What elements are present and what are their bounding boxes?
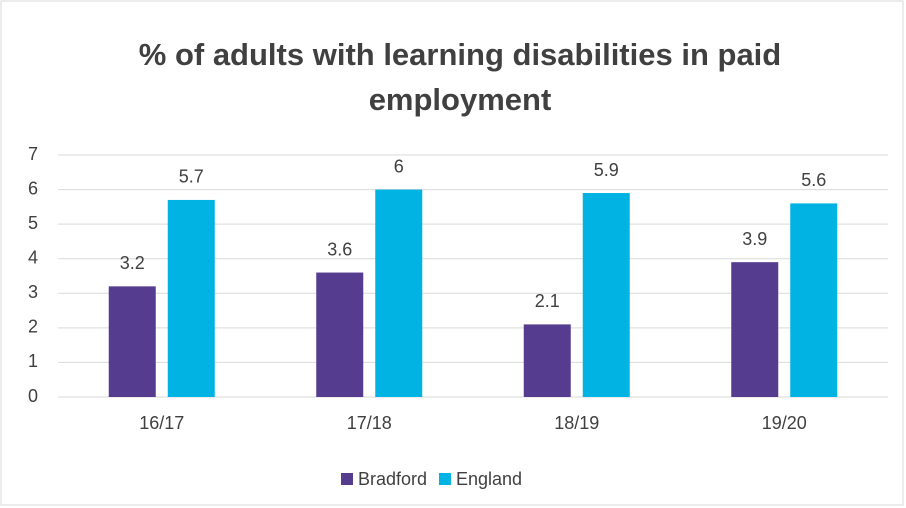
- y-tick-label: 4: [28, 247, 38, 267]
- data-label: 5.9: [594, 160, 619, 180]
- y-tick-label: 0: [28, 386, 38, 406]
- chart-title: employment: [369, 82, 552, 117]
- bar: [375, 189, 423, 397]
- data-label: 6: [394, 156, 404, 176]
- bar: [582, 193, 630, 397]
- bar: [316, 272, 364, 397]
- x-tick-label: 19/20: [762, 413, 807, 433]
- bar: [523, 324, 571, 397]
- legend-swatch: [341, 473, 353, 485]
- y-tick-label: 1: [28, 351, 38, 371]
- data-label: 5.7: [179, 167, 204, 187]
- data-label: 3.9: [742, 229, 767, 249]
- data-label: 2.1: [535, 291, 560, 311]
- legend-label: England: [456, 469, 522, 489]
- legend-swatch: [439, 473, 451, 485]
- y-tick-label: 6: [28, 178, 38, 198]
- x-tick-label: 17/18: [347, 413, 392, 433]
- y-tick-label: 2: [28, 317, 38, 337]
- y-tick-label: 5: [28, 213, 38, 233]
- x-tick-label: 18/19: [554, 413, 599, 433]
- data-label: 3.6: [327, 239, 352, 259]
- bar: [731, 262, 779, 397]
- y-tick-label: 3: [28, 282, 38, 302]
- data-label: 5.6: [801, 170, 826, 190]
- y-tick-label: 7: [28, 144, 38, 164]
- data-label: 3.2: [120, 253, 145, 273]
- bar: [108, 286, 156, 397]
- bar: [167, 199, 215, 397]
- bar: [790, 203, 838, 397]
- x-tick-label: 16/17: [139, 413, 184, 433]
- legend-label: Bradford: [358, 469, 427, 489]
- chart-title: % of adults with learning disabilities i…: [139, 37, 781, 72]
